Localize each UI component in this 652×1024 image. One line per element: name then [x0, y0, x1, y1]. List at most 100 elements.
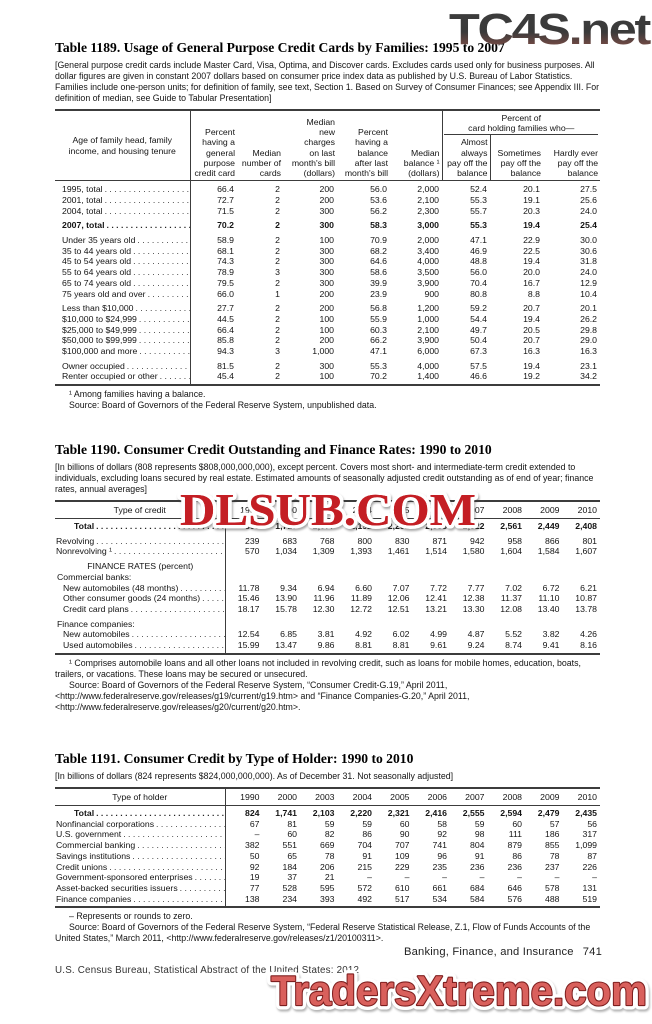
- table-cell: 12.72: [350, 603, 372, 614]
- table-cell: 56.0: [370, 184, 387, 195]
- table-cell: 86: [362, 829, 372, 840]
- table-cell: 741: [432, 840, 448, 851]
- table-cell: 70.2: [189, 216, 237, 232]
- footnote: – Represents or rounds to zero.: [69, 911, 193, 922]
- table-row: Asset-backed securities issuers77 528 595 5…: [55, 882, 600, 894]
- table-cell: 4.99: [430, 629, 447, 640]
- table-cell: 55.9: [370, 313, 387, 324]
- table-row: Less than $10,00027.7 2 200 56.8 1,200 59.2 20…: [55, 299, 600, 314]
- table-1191-header: Type of holder 1990 2000 2003 2004 2005 2006 2…: [55, 788, 600, 806]
- table-cell: 20.3: [523, 205, 540, 216]
- table-cell: 21: [324, 872, 335, 883]
- table-cell: 60: [399, 818, 410, 829]
- table-cell: 200: [319, 184, 335, 195]
- table-cell: 55.3: [470, 220, 487, 231]
- table-cell: 20.1: [580, 303, 598, 314]
- year-column-header: 2008: [502, 505, 522, 515]
- table-cell: 9.61: [430, 640, 447, 651]
- year-column-header: 2009: [540, 505, 560, 515]
- table-cell: 184: [282, 861, 298, 872]
- table-cell: 2,192: [350, 521, 372, 531]
- table-row: $100,000 and more94.3 3 1,000 47.1 6,000 67.3…: [55, 346, 600, 357]
- table-cell: 65: [287, 850, 297, 861]
- table-cell: 300: [319, 267, 335, 278]
- table-1190-note: [In billions of dollars (808 represents …: [55, 462, 594, 494]
- table-cell: 27.5: [580, 184, 598, 195]
- table-cell: 18.17: [224, 603, 263, 615]
- table-cell: 70.2: [370, 371, 387, 382]
- table-cell: 45.4: [189, 371, 237, 386]
- table-cell: 2,594: [500, 808, 522, 818]
- table-cell: 8.74: [505, 640, 522, 651]
- table-cell: 138: [224, 893, 263, 908]
- table-row: Credit card plans18.17 15.78 12.30 12.72 12.…: [55, 603, 600, 615]
- table-cell: 100: [319, 313, 335, 324]
- table-cell: 234: [282, 893, 298, 904]
- table-cell: 8.81: [355, 640, 372, 651]
- table-cell: [300, 572, 338, 583]
- table-cell: –: [517, 872, 522, 883]
- table-row: Renter occupied or other45.4 2 100 70.2 1,40…: [55, 371, 600, 386]
- table-cell: 871: [432, 535, 448, 546]
- table-cell: 3,400: [417, 245, 439, 256]
- table-cell: 10.87: [575, 593, 597, 604]
- table-cell: –: [479, 872, 485, 883]
- table-cell: [563, 557, 601, 572]
- table-cell: 15.99: [224, 640, 263, 654]
- table-cell: 2: [275, 277, 280, 288]
- row-label: 35 to 44 years old: [55, 246, 190, 257]
- table-cell: 11.78: [224, 582, 263, 594]
- table-1190-header: Type of credit 1990 2000 2003 2004 2005 2006 2…: [55, 501, 600, 519]
- table-cell: [450, 572, 488, 583]
- table-cell: 7.77: [467, 582, 485, 593]
- table-cell: 16.7: [523, 277, 540, 288]
- table-cell: 87: [587, 850, 597, 861]
- table-row: Finance companies:: [55, 614, 600, 630]
- table-cell: 1,000: [417, 313, 439, 324]
- table-cell: 1,400: [417, 371, 439, 382]
- publisher-credit: U.S. Census Bureau, Statistical Abstract…: [55, 965, 360, 976]
- table-cell: 2,077: [312, 521, 335, 531]
- table-cell: 13.21: [425, 603, 447, 614]
- table-cell: 2,291: [387, 521, 410, 531]
- table-cell: 7.72: [430, 582, 447, 593]
- table-cell: 20.7: [523, 303, 540, 314]
- table-cell: 22.5: [523, 245, 540, 256]
- table-cell: 13.30: [462, 603, 485, 614]
- table-cell: [488, 615, 526, 630]
- table-cell: 85.8: [189, 335, 237, 347]
- table-cell: [263, 557, 301, 572]
- table-row: Other consumer goods (24 months)15.46 13.…: [55, 593, 600, 604]
- table-cell: 2,479: [537, 808, 560, 818]
- leader-dots: [137, 235, 189, 246]
- table-cell: 58: [437, 818, 447, 829]
- table-cell: 100: [319, 324, 335, 335]
- table-cell: 12.38: [462, 593, 485, 604]
- table-cell: 2,408: [575, 521, 597, 531]
- footnote: ¹ Among families having a balance.: [69, 389, 206, 400]
- table-cell: 900: [424, 288, 440, 299]
- table-cell: 56.0: [470, 267, 487, 278]
- row-label: 2004, total: [55, 206, 190, 217]
- column-header: Almost always pay off the balance: [441, 135, 490, 181]
- table-cell: 74.3: [189, 256, 237, 268]
- table-cell: 3,500: [417, 267, 439, 278]
- year-column-header: 2010: [577, 792, 597, 802]
- table-row: New automobiles12.54 6.85 3.81 4.92 6.02 4.99…: [55, 629, 600, 641]
- table-cell: 13.78: [575, 603, 597, 614]
- table-cell: 2: [275, 360, 280, 371]
- year-column-header: 2003: [315, 505, 335, 515]
- row-label: 65 to 74 years old: [55, 278, 190, 289]
- table-cell: 34.2: [580, 371, 598, 382]
- table-cell: 16.3: [580, 346, 598, 357]
- table-row: $25,000 to $49,99966.4 2 100 60.3 2,100 49.7 2…: [55, 324, 600, 336]
- row-label: New automobiles: [55, 629, 225, 640]
- section-table-1189: Table 1189. Usage of General Purpose Cre…: [55, 40, 601, 411]
- year-column-header: 2004: [352, 505, 372, 515]
- table-cell: 58.6: [370, 267, 387, 278]
- table-cell: 2,100: [417, 324, 439, 335]
- table-cell: 2: [275, 313, 280, 324]
- table-row: 2007, total70.2 2 300 58.3 3,000 55.3 19.4 25.4: [55, 216, 600, 232]
- table-cell: 11.10: [538, 593, 560, 604]
- table-cell: 1,580: [462, 546, 485, 557]
